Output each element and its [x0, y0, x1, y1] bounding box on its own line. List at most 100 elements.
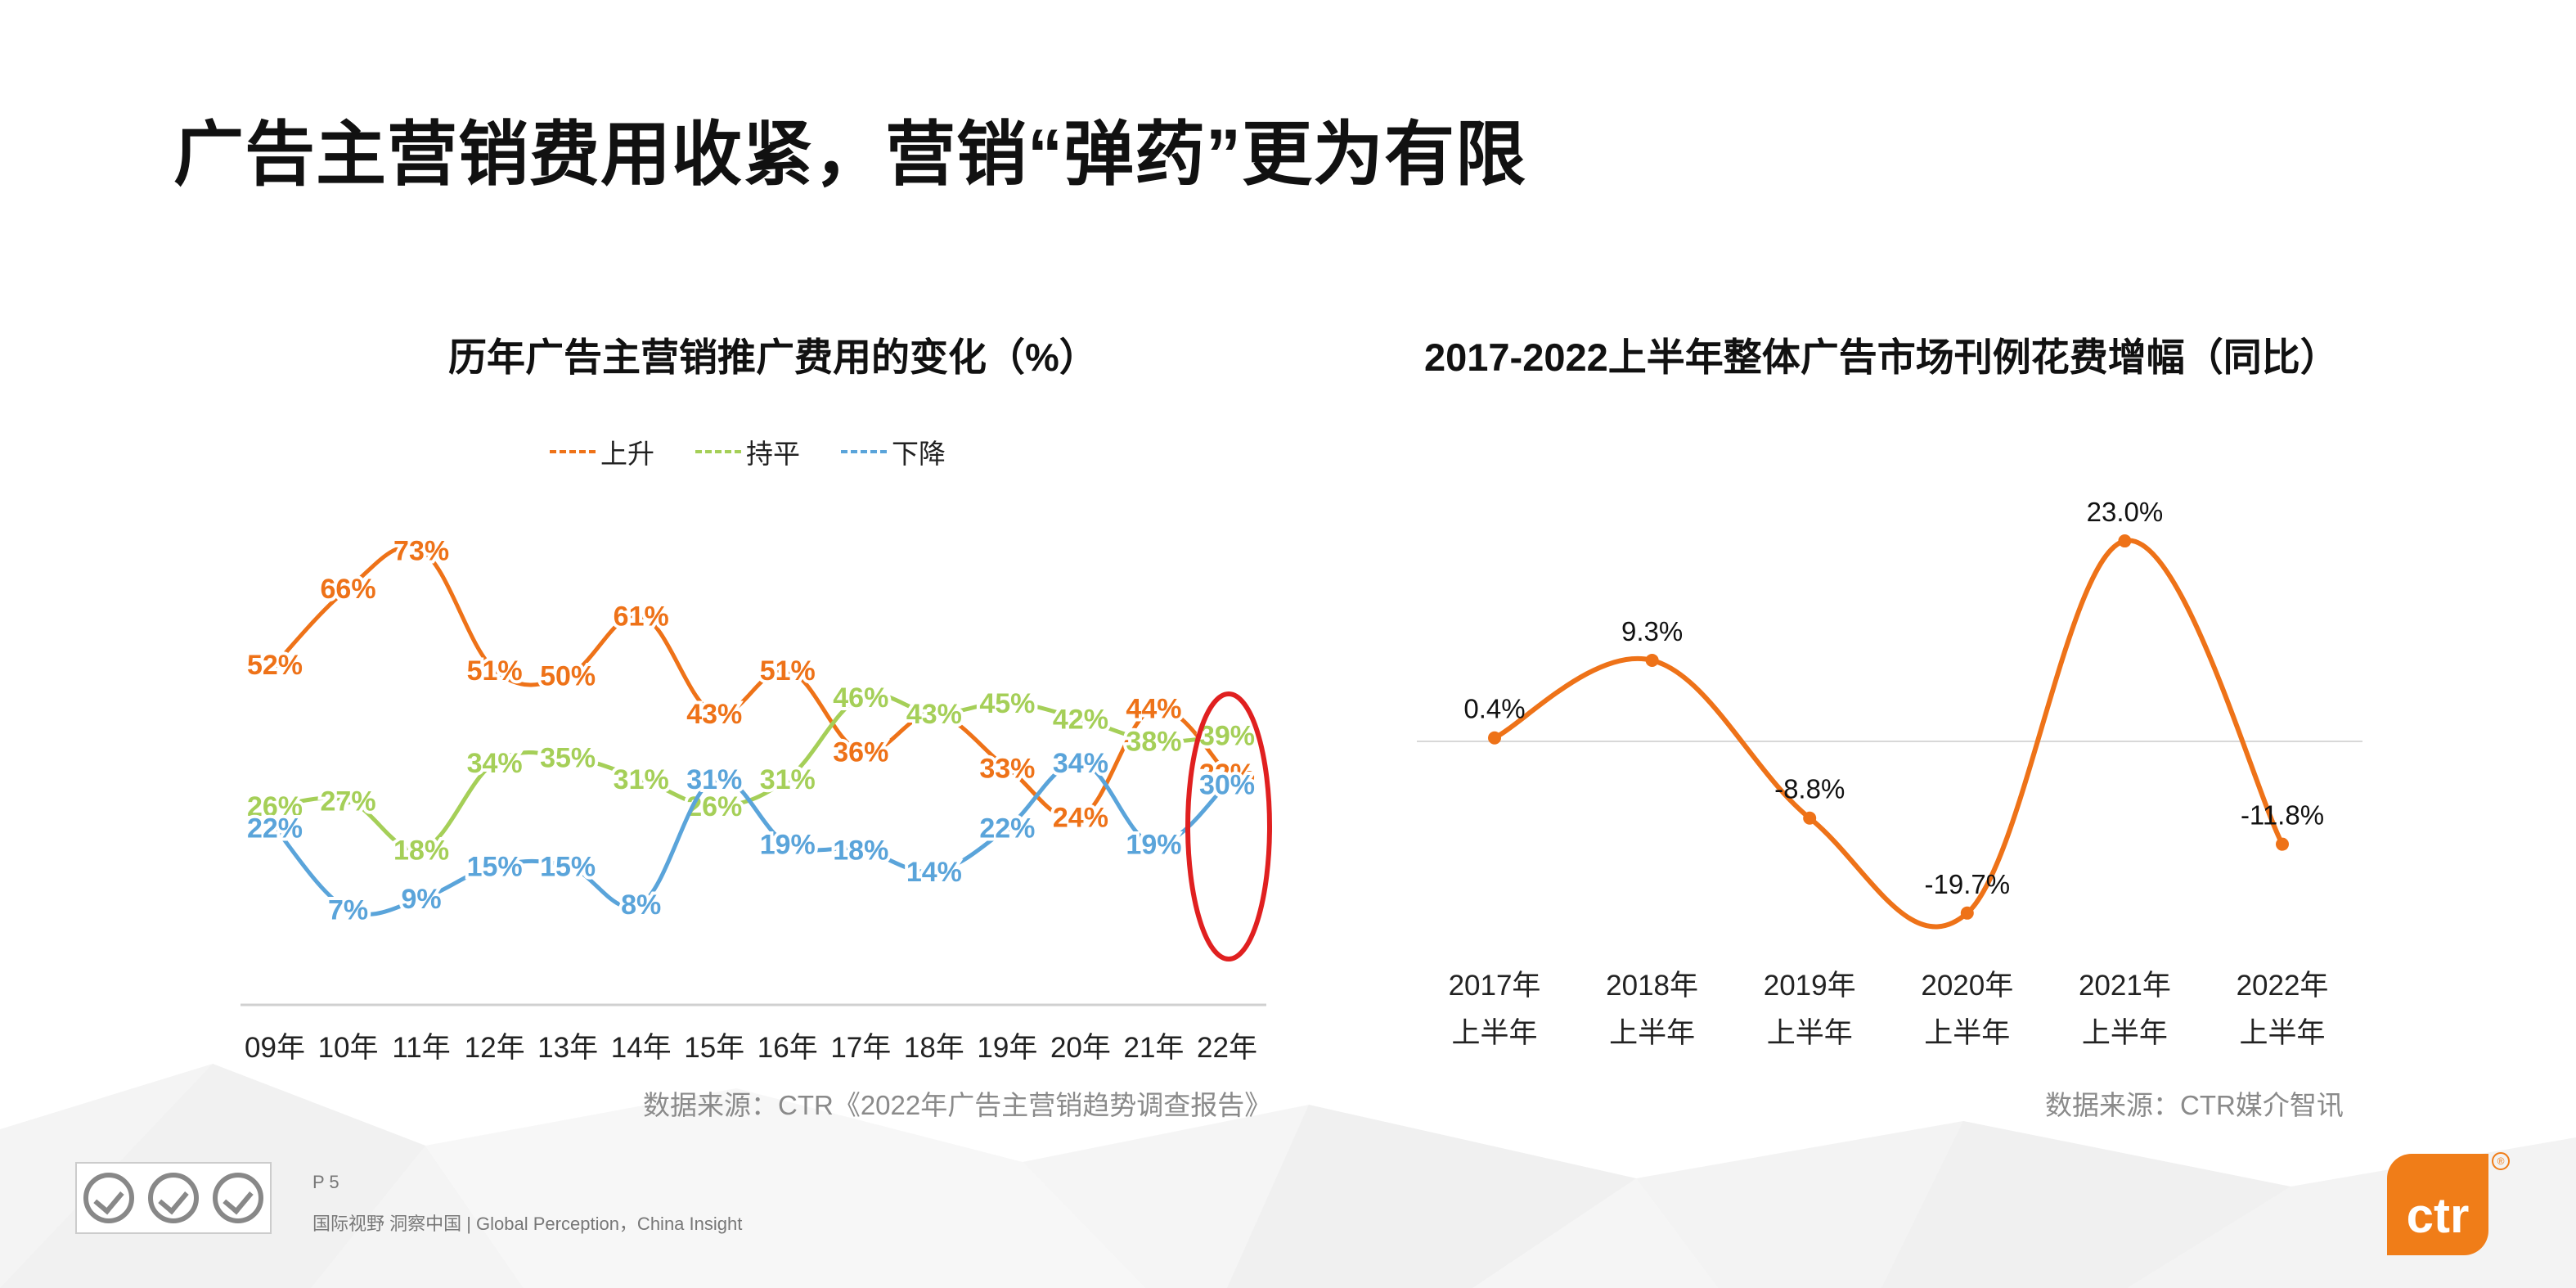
legend-swatch-down: [841, 450, 887, 453]
chart1-data-point: [564, 671, 573, 680]
legend-label-down: 下降: [892, 439, 946, 469]
chart2-data-point: [1803, 811, 1817, 825]
chart2-data-label: 9.3%: [1621, 616, 1683, 646]
chart1-data-label: 42%: [1053, 705, 1108, 736]
chart1-data-label: 8%: [621, 889, 661, 921]
chart1-data-point: [1003, 763, 1012, 772]
chart1-x-tick-label: 14年: [611, 1032, 672, 1064]
chart1-data-label: 61%: [614, 601, 669, 632]
chart1-x-tick-label: 17年: [830, 1032, 891, 1064]
chart1-data-point: [929, 709, 938, 718]
chart2-source: 数据来源：CTR媒介智讯: [2045, 1090, 2344, 1120]
chart1-data-point: [710, 802, 719, 811]
chart1-data-point: [1076, 758, 1085, 767]
chart2-x-tick-label: 2019年: [1764, 970, 1856, 1002]
chart1-data-point: [271, 823, 279, 832]
chart1-data-point: [783, 665, 792, 674]
chart1-data-label: 30%: [1199, 770, 1255, 801]
chart1-x-tick-label: 10年: [318, 1032, 379, 1064]
chart2-x-tick-label: 2018年: [1606, 970, 1698, 1002]
chart1-x-tick-label: 19年: [977, 1032, 1037, 1064]
chart1-data-point: [344, 796, 353, 805]
chart2-data-label: 23.0%: [2087, 497, 2164, 527]
chart2-x-tick-label: 上半年: [1924, 1017, 2010, 1049]
chart1-data-point: [1003, 698, 1012, 707]
chart1-data-point: [344, 584, 353, 593]
chart1-legend: 上升 持平 下降: [550, 432, 946, 471]
chart1-data-label: 73%: [393, 536, 449, 567]
chart2-x-tick-label: 上半年: [1767, 1017, 1853, 1049]
legend-swatch-flat: [695, 450, 741, 453]
chart1-data-label: 33%: [979, 754, 1035, 785]
chart1-data-point: [1076, 813, 1085, 822]
chart1-data-point: [1223, 731, 1231, 740]
chart1-data-label: 19%: [1126, 830, 1181, 861]
chart1-data-label: 46%: [833, 682, 888, 714]
chart1-highlight-ellipse: [1185, 691, 1272, 961]
chart1-data-point: [1149, 840, 1158, 849]
chart1-data-label: 45%: [979, 688, 1035, 719]
chart1-data-label: 18%: [393, 835, 449, 866]
chart2-x-tick-label: 2020年: [1921, 970, 2013, 1002]
chart1-data-label: 15%: [540, 851, 596, 882]
chart1-data-label: 50%: [540, 661, 596, 692]
chart1-data-point: [271, 660, 279, 669]
chart1-data-point: [636, 899, 645, 908]
chart1-data-label: 66%: [321, 574, 376, 605]
chart1-data-label: 51%: [467, 655, 523, 687]
chart1-data-label: 22%: [247, 813, 303, 844]
chart1-data-point: [1223, 780, 1231, 789]
chart1-x-tick-label: 11年: [392, 1032, 450, 1064]
chart1-data-label: 24%: [1053, 802, 1108, 833]
chart1-data-point: [490, 862, 499, 871]
chart1-x-tick-label: 16年: [758, 1032, 818, 1064]
chart1-x-tick-label: 13年: [537, 1032, 598, 1064]
chart2-x-tick-label: 2017年: [1449, 970, 1541, 1002]
certification-seals: [75, 1162, 272, 1234]
chart1-data-point: [417, 845, 426, 854]
chart1-data-point: [856, 693, 865, 702]
chart2-x-tick-label: 上半年: [2082, 1017, 2168, 1049]
chart1-data-label: 31%: [614, 764, 669, 795]
chart1-data-label: 7%: [328, 894, 368, 925]
chart2-data-label: 0.4%: [1463, 694, 1525, 724]
sgs-seal-icon: [83, 1173, 135, 1223]
chart1-data-label: 34%: [467, 748, 523, 779]
chart1-data-point: [417, 546, 426, 555]
legend-label-up: 上升: [600, 439, 654, 469]
chart2-x-tick-label: 上半年: [1451, 1017, 1537, 1049]
chart2-x-tick-label: 上半年: [2239, 1017, 2325, 1049]
chart1-x-tick-label: 12年: [465, 1032, 525, 1064]
chart1-data-point: [1076, 714, 1085, 723]
chart1-data-point: [636, 774, 645, 783]
chart1-x-tick-label: 22年: [1197, 1032, 1257, 1064]
chart1-data-point: [1149, 736, 1158, 745]
chart1-data-point: [564, 862, 573, 871]
chart1-data-label: 27%: [321, 786, 376, 817]
chart1-data-point: [710, 774, 719, 783]
chart1-data-label: 19%: [760, 830, 816, 861]
chart1-data-label: 39%: [1199, 721, 1255, 752]
chart1-data-label: 18%: [833, 835, 888, 866]
chart1-data-label: 31%: [760, 764, 816, 795]
chart2-data-label: -11.8%: [2241, 800, 2324, 831]
chart2-data-point: [1645, 653, 1659, 667]
legend-label-flat: 持平: [746, 439, 800, 469]
chart1-data-label: 38%: [1126, 726, 1181, 757]
chart2-data-label: -19.7%: [1925, 869, 2011, 899]
chart1-data-label: 43%: [686, 699, 742, 730]
legend-swatch-up: [550, 450, 596, 453]
chart1-data-label: 26%: [247, 791, 303, 822]
chart1-data-point: [856, 845, 865, 854]
chart1-data-label: 43%: [906, 699, 962, 730]
chart2-data-point: [1960, 906, 1974, 920]
chart1-data-point: [490, 665, 499, 674]
slide-title: 广告主营销费用收紧，营销“弹药”更为有限: [173, 115, 1526, 194]
chart1-x-tick-label: 20年: [1050, 1032, 1111, 1064]
chart1-data-label: 36%: [833, 737, 888, 768]
chart1-data-point: [710, 709, 719, 718]
chart1-data-point: [783, 840, 792, 849]
chart1-data-label: 22%: [979, 813, 1035, 844]
sgs-seal-icon: [147, 1173, 199, 1223]
